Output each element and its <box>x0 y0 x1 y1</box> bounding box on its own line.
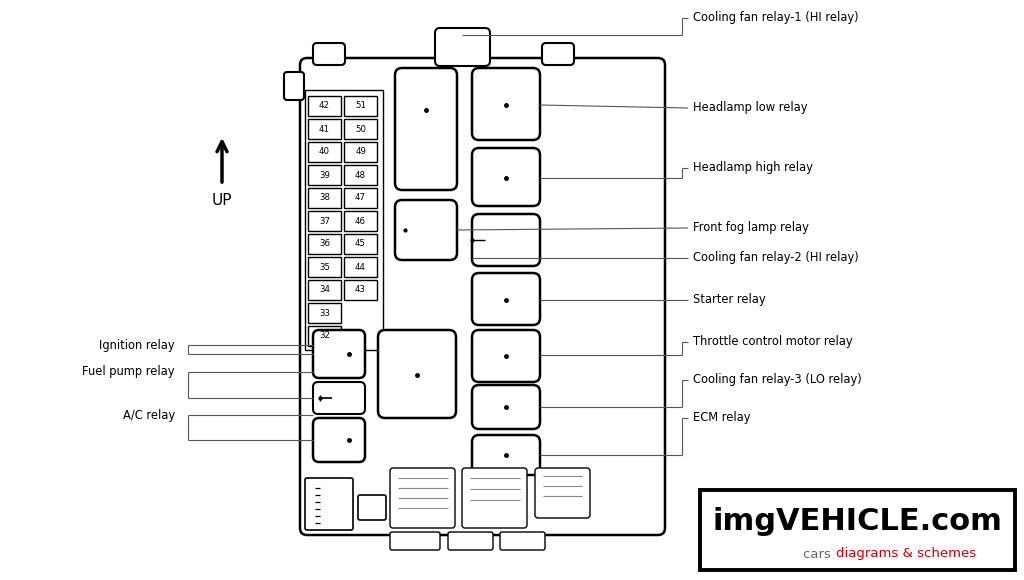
Text: 51: 51 <box>355 102 366 111</box>
Bar <box>308 326 341 346</box>
FancyBboxPatch shape <box>472 435 540 475</box>
Text: Headlamp high relay: Headlamp high relay <box>693 161 813 175</box>
Bar <box>308 142 341 162</box>
Text: 44: 44 <box>355 263 366 271</box>
FancyBboxPatch shape <box>395 200 457 260</box>
FancyBboxPatch shape <box>358 495 386 520</box>
Text: 33: 33 <box>319 309 330 317</box>
FancyBboxPatch shape <box>472 148 540 206</box>
Bar <box>308 165 341 185</box>
FancyBboxPatch shape <box>462 468 527 528</box>
Bar <box>308 119 341 139</box>
FancyBboxPatch shape <box>284 72 304 100</box>
Bar <box>308 211 341 231</box>
Text: Throttle control motor relay: Throttle control motor relay <box>693 335 853 349</box>
FancyBboxPatch shape <box>378 330 456 418</box>
FancyBboxPatch shape <box>313 43 345 65</box>
Text: 35: 35 <box>319 263 330 271</box>
Bar <box>344 234 377 254</box>
FancyBboxPatch shape <box>472 68 540 140</box>
Bar <box>344 257 377 277</box>
Text: 45: 45 <box>355 240 366 248</box>
Text: diagrams & schemes: diagrams & schemes <box>836 548 976 560</box>
Text: 38: 38 <box>319 194 330 202</box>
Text: 40: 40 <box>319 147 330 157</box>
Text: Fuel pump relay: Fuel pump relay <box>83 365 175 379</box>
FancyBboxPatch shape <box>435 28 490 66</box>
Bar <box>308 257 341 277</box>
Bar <box>344 165 377 185</box>
FancyBboxPatch shape <box>472 214 540 266</box>
FancyBboxPatch shape <box>390 468 455 528</box>
FancyBboxPatch shape <box>449 532 493 550</box>
Text: 36: 36 <box>319 240 330 248</box>
Text: Headlamp low relay: Headlamp low relay <box>693 102 808 114</box>
Bar <box>344 280 377 300</box>
Text: 43: 43 <box>355 285 366 295</box>
Text: 42: 42 <box>319 102 330 111</box>
FancyBboxPatch shape <box>472 385 540 429</box>
Text: A/C relay: A/C relay <box>123 408 175 422</box>
FancyBboxPatch shape <box>535 468 590 518</box>
Text: Cooling fan relay-1 (HI relay): Cooling fan relay-1 (HI relay) <box>693 12 859 24</box>
FancyBboxPatch shape <box>300 58 665 535</box>
FancyBboxPatch shape <box>390 532 440 550</box>
Text: 37: 37 <box>319 216 330 226</box>
Bar <box>344 211 377 231</box>
Text: Cooling fan relay-3 (LO relay): Cooling fan relay-3 (LO relay) <box>693 374 862 386</box>
Text: ECM relay: ECM relay <box>693 411 751 425</box>
Text: imgVEHICLE.com: imgVEHICLE.com <box>713 508 1002 536</box>
Text: UP: UP <box>212 193 232 208</box>
Text: 46: 46 <box>355 216 366 226</box>
FancyBboxPatch shape <box>313 418 365 462</box>
Bar <box>344 188 377 208</box>
Text: 39: 39 <box>319 171 330 179</box>
Bar <box>308 303 341 323</box>
Text: 32: 32 <box>319 332 330 340</box>
Bar <box>344 119 377 139</box>
Bar <box>308 96 341 116</box>
FancyBboxPatch shape <box>542 43 574 65</box>
Text: 49: 49 <box>355 147 366 157</box>
FancyBboxPatch shape <box>305 478 353 530</box>
Text: Starter relay: Starter relay <box>693 293 766 306</box>
Text: 47: 47 <box>355 194 366 202</box>
Text: 34: 34 <box>319 285 330 295</box>
FancyBboxPatch shape <box>472 330 540 382</box>
Bar <box>344 142 377 162</box>
Bar <box>308 188 341 208</box>
FancyBboxPatch shape <box>313 382 365 414</box>
Bar <box>700 490 1015 570</box>
Bar <box>308 234 341 254</box>
Text: Ignition relay: Ignition relay <box>99 339 175 351</box>
Text: cars: cars <box>804 548 836 560</box>
FancyBboxPatch shape <box>395 68 457 190</box>
FancyBboxPatch shape <box>472 273 540 325</box>
Bar <box>308 280 341 300</box>
Bar <box>344 96 377 116</box>
Text: 48: 48 <box>355 171 366 179</box>
Bar <box>305 90 383 350</box>
Text: 41: 41 <box>319 125 330 133</box>
Text: 50: 50 <box>355 125 366 133</box>
FancyBboxPatch shape <box>313 330 365 378</box>
Text: Cooling fan relay-2 (HI relay): Cooling fan relay-2 (HI relay) <box>693 252 859 264</box>
Text: Front fog lamp relay: Front fog lamp relay <box>693 222 809 234</box>
FancyBboxPatch shape <box>500 532 545 550</box>
